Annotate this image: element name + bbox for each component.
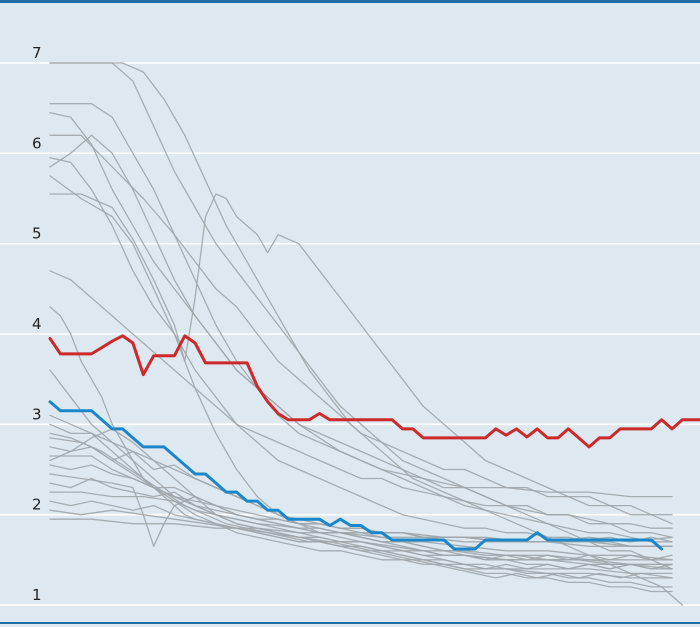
background-series-line-23 xyxy=(49,518,673,547)
y-tick-label-2: 2 xyxy=(32,496,42,514)
background-series-line-5 xyxy=(49,134,673,498)
highlight-series-line-red xyxy=(48,334,700,449)
background-series-line-14 xyxy=(49,437,673,579)
y-tick-label-6: 6 xyxy=(32,134,42,152)
background-series-line-21 xyxy=(49,500,673,570)
background-series-line-18 xyxy=(49,473,673,588)
background-series-line-3 xyxy=(49,103,673,525)
highlight-series xyxy=(48,334,700,551)
background-series-line-1 xyxy=(49,62,684,606)
background-series-line-24 xyxy=(49,428,673,593)
y-tick-label-4: 4 xyxy=(32,315,42,333)
background-series xyxy=(49,62,684,606)
y-tick-label-7: 7 xyxy=(32,44,42,62)
background-series-line-7 xyxy=(49,134,673,543)
highlight-series-line-blue xyxy=(48,400,664,551)
background-series-line-6 xyxy=(49,157,673,547)
y-tick-label-3: 3 xyxy=(32,405,42,423)
y-tick-label-1: 1 xyxy=(32,586,42,604)
background-series-line-13 xyxy=(49,423,673,561)
y-tick-label-5: 5 xyxy=(32,225,42,243)
y-tick-labels: 1 2 3 4 5 6 7 xyxy=(32,44,42,604)
background-series-line-26 xyxy=(49,414,673,579)
background-series-line-22 xyxy=(49,509,673,566)
background-series-line-10 xyxy=(49,270,673,529)
